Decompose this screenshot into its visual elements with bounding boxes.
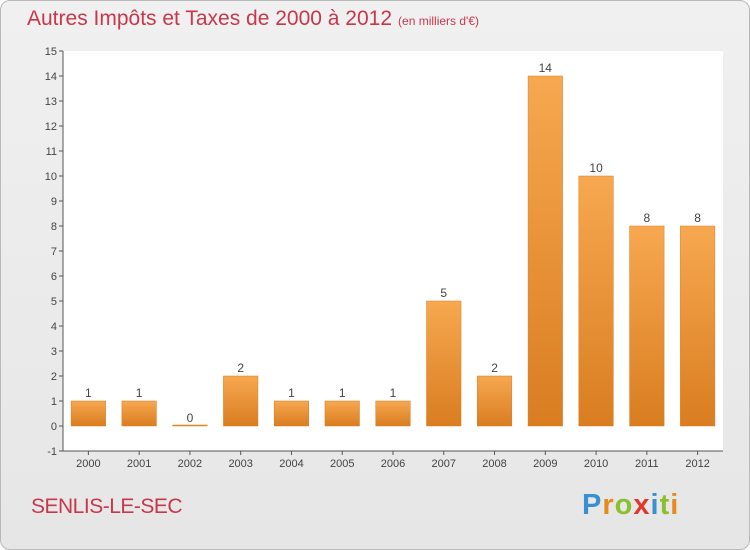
bar-value-label: 8	[694, 211, 701, 225]
y-tick-label: 0	[51, 421, 57, 433]
bar	[172, 424, 208, 427]
bar	[70, 400, 106, 427]
x-axis: 2000 2001 2002 2003 2004 2005 2006 2007 2008 2009…	[63, 450, 723, 470]
bar-value-label: 14	[539, 61, 553, 75]
bar	[223, 375, 259, 427]
logo-letter: P	[582, 489, 603, 521]
bar	[629, 225, 665, 427]
y-tick-label: 8	[51, 221, 57, 233]
bars	[70, 75, 716, 427]
chart-title: Autres Impôts et Taxes de 2000 à 2012 (en…	[27, 7, 479, 31]
bar	[527, 75, 563, 427]
bar	[680, 225, 716, 427]
bar-value-label: 1	[136, 386, 143, 400]
y-tick-label: 7	[51, 246, 57, 258]
x-tick-label: 2001	[127, 458, 151, 470]
bar	[375, 400, 411, 427]
bar-value-label: 8	[644, 211, 651, 225]
logo-letter: o	[614, 489, 634, 521]
x-tick-label: 2004	[279, 458, 303, 470]
x-tick-label: 2007	[432, 458, 456, 470]
y-tick-label: 10	[45, 171, 57, 183]
x-tick-label: 2002	[178, 458, 202, 470]
proxiti-logo[interactable]: Proxiti	[582, 489, 679, 522]
x-tick-label: 2008	[482, 458, 506, 470]
bar	[273, 400, 309, 427]
y-tick-label: 4	[51, 321, 57, 333]
bar-value-label: 1	[85, 386, 92, 400]
bar-value-label: 5	[440, 286, 447, 300]
y-tick-label: 15	[45, 46, 57, 58]
logo-letter: t	[659, 489, 671, 521]
chart-subtitle: (en milliers d'€)	[398, 14, 480, 28]
y-tick-label: 11	[46, 146, 57, 158]
x-tick-label: 2011	[635, 458, 659, 470]
bar-value-label: 2	[491, 361, 498, 375]
bar-value-label: 1	[390, 386, 397, 400]
bar	[477, 375, 513, 427]
bar-value-label: 1	[339, 386, 346, 400]
chart-title-text: Autres Impôts et Taxes de 2000 à 2012	[27, 7, 393, 30]
bar-value-label: 0	[187, 411, 194, 425]
logo-letter: i	[650, 489, 660, 521]
y-tick-label: 2	[51, 371, 57, 383]
location-name: SENLIS-LE-SEC	[31, 495, 183, 518]
logo-letter: x	[633, 489, 651, 521]
logo-letter: i	[670, 489, 680, 521]
bar	[324, 400, 360, 427]
bar-value-label: 1	[288, 386, 295, 400]
y-tick-label: 6	[51, 271, 57, 283]
y-tick-label: 12	[45, 121, 57, 133]
y-tick-label: 1	[51, 396, 57, 408]
y-tick-label: 5	[51, 296, 57, 308]
bar-value-label: 2	[237, 361, 244, 375]
x-tick-label: 2003	[228, 458, 252, 470]
x-tick-label: 2005	[330, 458, 354, 470]
y-tick-label: -1	[47, 446, 57, 458]
y-tick-label: 14	[45, 71, 57, 83]
x-tick-label: 2006	[381, 458, 405, 470]
x-tick-label: 2012	[685, 458, 709, 470]
logo-letter: r	[602, 489, 615, 521]
x-tick-label: 2009	[533, 458, 557, 470]
bar	[426, 300, 462, 427]
x-tick-label: 2010	[584, 458, 608, 470]
y-tick-label: 9	[51, 196, 57, 208]
y-tick-label: 13	[45, 96, 57, 108]
bar	[578, 175, 614, 427]
y-tick-label: 3	[51, 346, 57, 358]
bar	[121, 400, 157, 427]
bar-value-label: 10	[589, 161, 603, 175]
x-tick-label: 2000	[76, 458, 100, 470]
